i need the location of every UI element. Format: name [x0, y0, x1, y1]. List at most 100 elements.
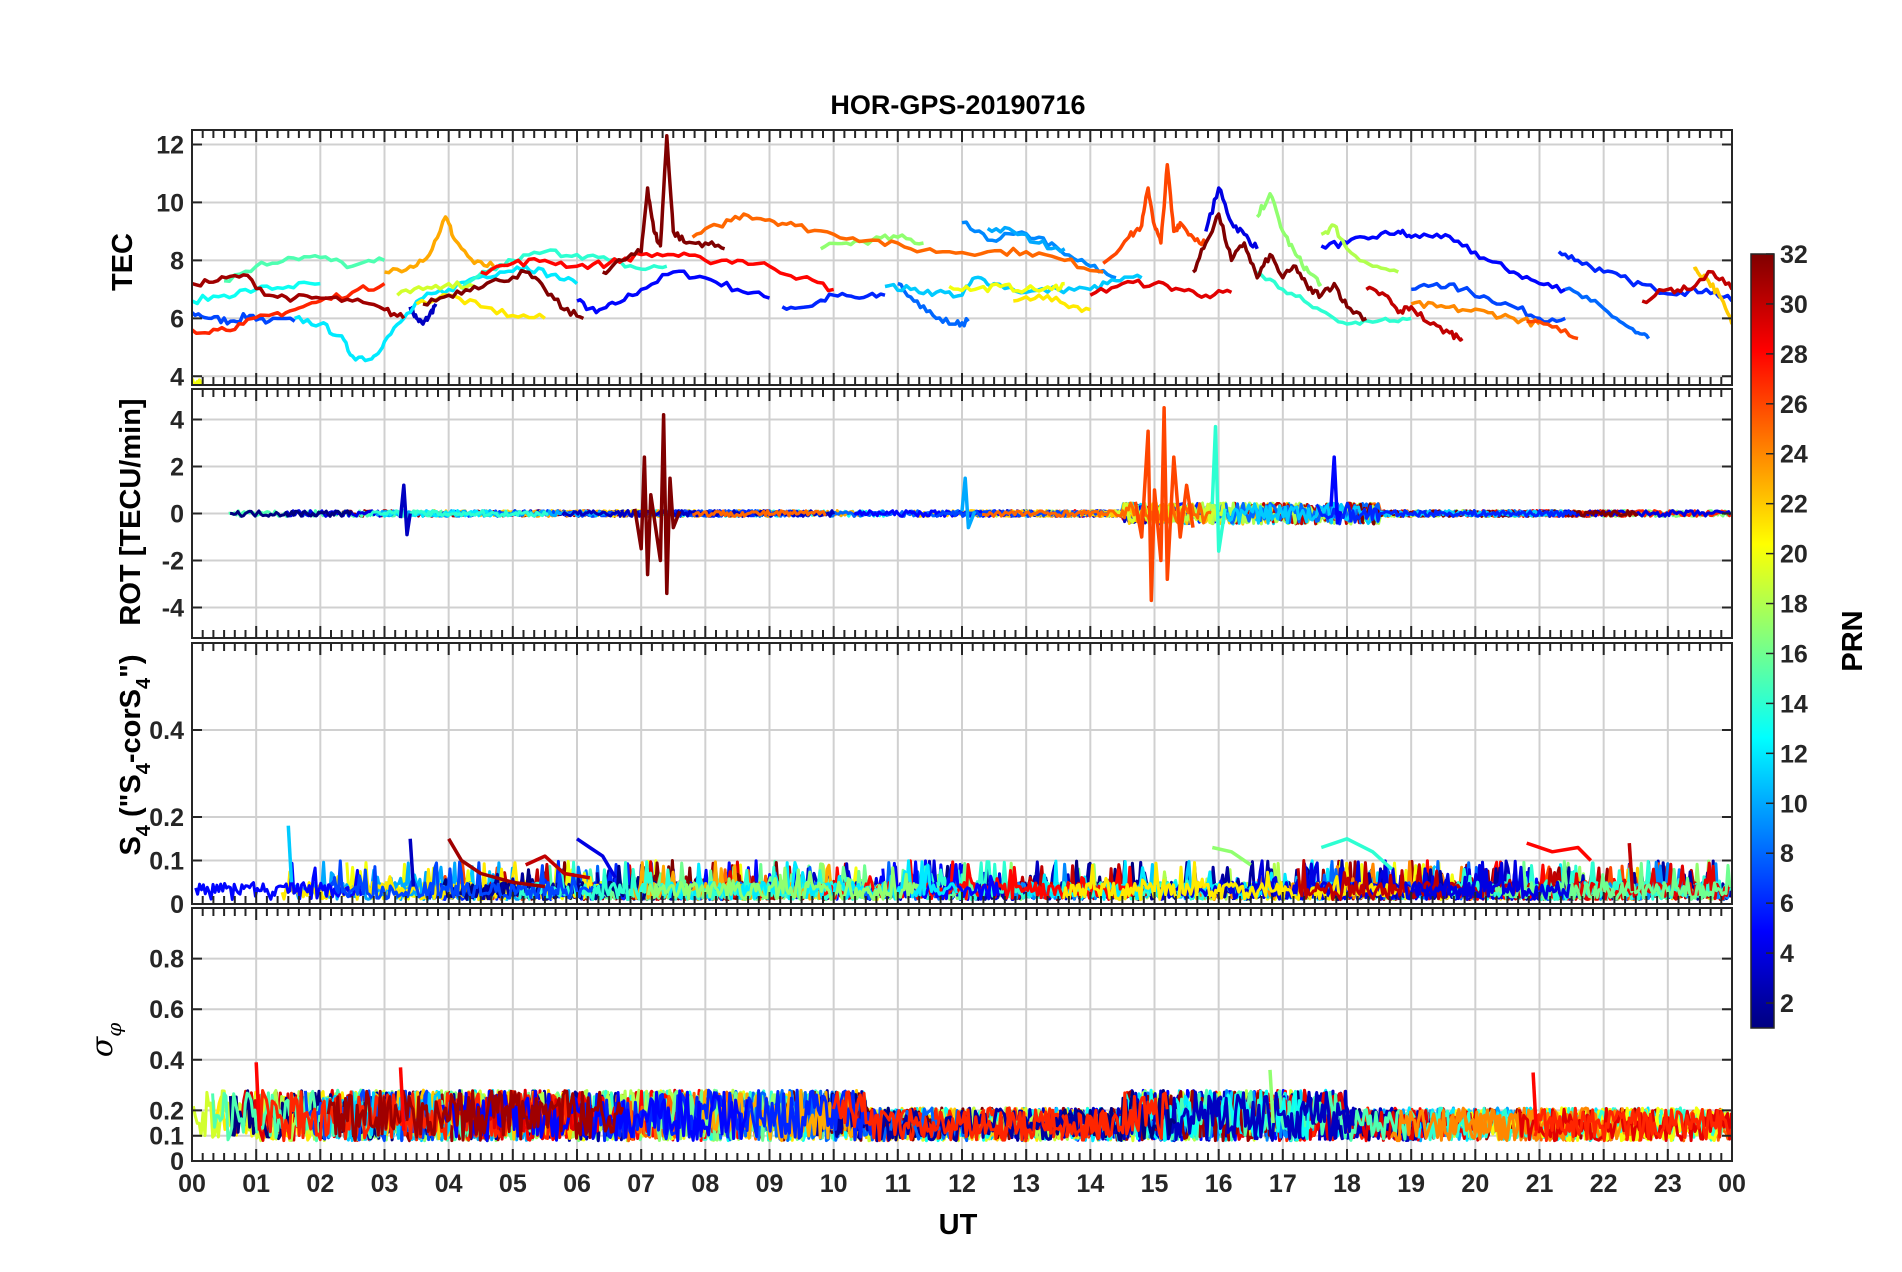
rot-y-ticks: [192, 418, 1732, 609]
tec-series-prn-25: [691, 212, 1104, 274]
colorbar-tick-label: 6: [1780, 890, 1794, 918]
s4-series-prn-28: [1526, 841, 1593, 862]
s4-panel: 0 0.1 0.2 0.4: [149, 642, 1733, 919]
tec-y-ticks: [192, 143, 1732, 378]
x-axis-label: UT: [939, 1209, 978, 1241]
rot-ytick-label: -4: [162, 594, 184, 622]
sigma-phi-ylabel: σφ: [85, 1023, 126, 1058]
x-tick-label: 10: [820, 1170, 848, 1198]
s4-y-ticks: [192, 729, 1732, 905]
tec-series-prn-32: [601, 134, 726, 276]
x-tick-label: 04: [435, 1170, 463, 1198]
rot-series-prn-5: [1329, 455, 1343, 525]
x-tick-label: 23: [1654, 1170, 1682, 1198]
tec-series-prn-20: [948, 281, 1065, 294]
x-tick-label: 17: [1269, 1170, 1297, 1198]
colorbar-tick-label: 12: [1780, 740, 1808, 768]
x-tick-label: 14: [1076, 1170, 1104, 1198]
tec-series-prn-32: [1191, 212, 1368, 322]
tec-panel: 4 6 8 10 12: [156, 129, 1733, 391]
rot-ytick-label: 4: [170, 407, 184, 435]
tec-series-prn-5: [576, 269, 771, 315]
colorbar-tick-label: 4: [1780, 940, 1794, 968]
rot-trace: [368, 509, 549, 518]
tec-series-prn-26: [1526, 319, 1579, 341]
rot-series-prn-14: [1210, 424, 1227, 553]
sigma-phi-series-prn-28: [1531, 1072, 1539, 1131]
tec-series-prn-17: [1255, 192, 1323, 287]
x-tick-label: 18: [1333, 1170, 1361, 1198]
tec-series-prn-5: [1320, 228, 1567, 294]
s4-series-prn-30: [1627, 842, 1635, 892]
tec-series-prn-15: [223, 253, 386, 283]
x-tick-label: 07: [627, 1170, 655, 1198]
colorbar-tick-label: 2: [1780, 990, 1794, 1018]
s4-series-prn-3: [408, 838, 416, 887]
colorbar-tick-label: 28: [1780, 341, 1808, 369]
sigma-phi-x-ticks: [191, 908, 1733, 1161]
tec-series-prn-32: [422, 268, 585, 320]
colorbar-tick-label: 10: [1780, 790, 1808, 818]
colorbar-tick-label: 22: [1780, 491, 1808, 519]
tec-series-prn-20: [192, 378, 203, 385]
sigma-phi-ytick-label: 0.1: [149, 1123, 184, 1151]
sigma-phi-trace: [1390, 1106, 1638, 1143]
colorbar-tick-label: 14: [1780, 690, 1808, 718]
rot-x-ticks: [191, 389, 1733, 638]
x-tick-label: 06: [563, 1170, 591, 1198]
sigma-phi-panel: 00.10.2 0.4 0.6 0.8: [149, 907, 1733, 1176]
s4-trace: [194, 861, 363, 901]
tec-series-prn-8: [1564, 286, 1651, 340]
colorbar-tick-label: 18: [1780, 591, 1808, 619]
x-tick-label: 20: [1461, 1170, 1489, 1198]
colorbar-tick-label: 26: [1780, 391, 1808, 419]
tec-x-ticks: [191, 130, 1733, 385]
sigma-phi-trace: [831, 1090, 1109, 1143]
x-tick-label: 12: [948, 1170, 976, 1198]
x-tick-label: 00: [1718, 1170, 1746, 1198]
tec-series-prn-14: [1256, 270, 1412, 326]
tec-series-prn-30: [1641, 269, 1732, 305]
s4-ytick-label: 0.1: [149, 848, 184, 876]
rot-trace: [230, 509, 353, 518]
x-tick-label: 03: [371, 1170, 399, 1198]
s4-trace: [646, 866, 920, 901]
x-tick-label: 15: [1141, 1170, 1169, 1198]
tec-series-prn-4: [1204, 186, 1259, 250]
rot-series-prn-26: [1133, 406, 1195, 603]
sigma-phi-ytick-label: 0.4: [149, 1047, 184, 1075]
tec-series-prn-24: [1410, 299, 1541, 328]
sigma-phi-trace: [850, 1091, 1169, 1143]
sigma-phi-ytick-label: 0: [170, 1148, 184, 1176]
sigma-phi-ytick-label: 0.2: [149, 1097, 184, 1125]
tec-series-prn-26: [1102, 163, 1208, 265]
x-tick-label: 00: [178, 1170, 206, 1198]
s4-ylabel: S4 ("S4-corS4"): [115, 654, 155, 855]
tec-series-prn-23: [384, 215, 495, 275]
s4-series-prn-30: [524, 854, 591, 880]
tec-ytick-label: 4: [170, 363, 184, 391]
colorbar-tick-label: 30: [1780, 291, 1808, 319]
sigma-phi-trace: [576, 1088, 878, 1143]
rot-ytick-label: -2: [162, 547, 184, 575]
tec-series-prn-8: [897, 281, 970, 328]
rot-ytick-label: 2: [170, 454, 184, 482]
rot-ylabel: ROT [TECU/min]: [115, 398, 147, 625]
tec-series-prn-7: [192, 311, 296, 326]
sigma-phi-series-prn-28: [254, 1062, 262, 1131]
colorbar-tick-label: 20: [1780, 541, 1808, 569]
tec-series-prn-7: [1411, 281, 1566, 324]
tec-series-prn-6: [781, 291, 886, 311]
rot-trace: [1315, 501, 1577, 526]
x-tick-label: 13: [1012, 1170, 1040, 1198]
x-tick-label: 09: [756, 1170, 784, 1198]
tec-series-prn-18: [1320, 223, 1400, 274]
rot-series-prn-32: [633, 413, 682, 596]
colorbar-label: PRN: [1837, 610, 1869, 671]
x-tick-label: 21: [1526, 1170, 1554, 1198]
chart-title: HOR-GPS-20190716: [830, 90, 1085, 120]
tec-series-prn-28: [480, 251, 835, 293]
tec-ytick-label: 6: [170, 305, 184, 333]
